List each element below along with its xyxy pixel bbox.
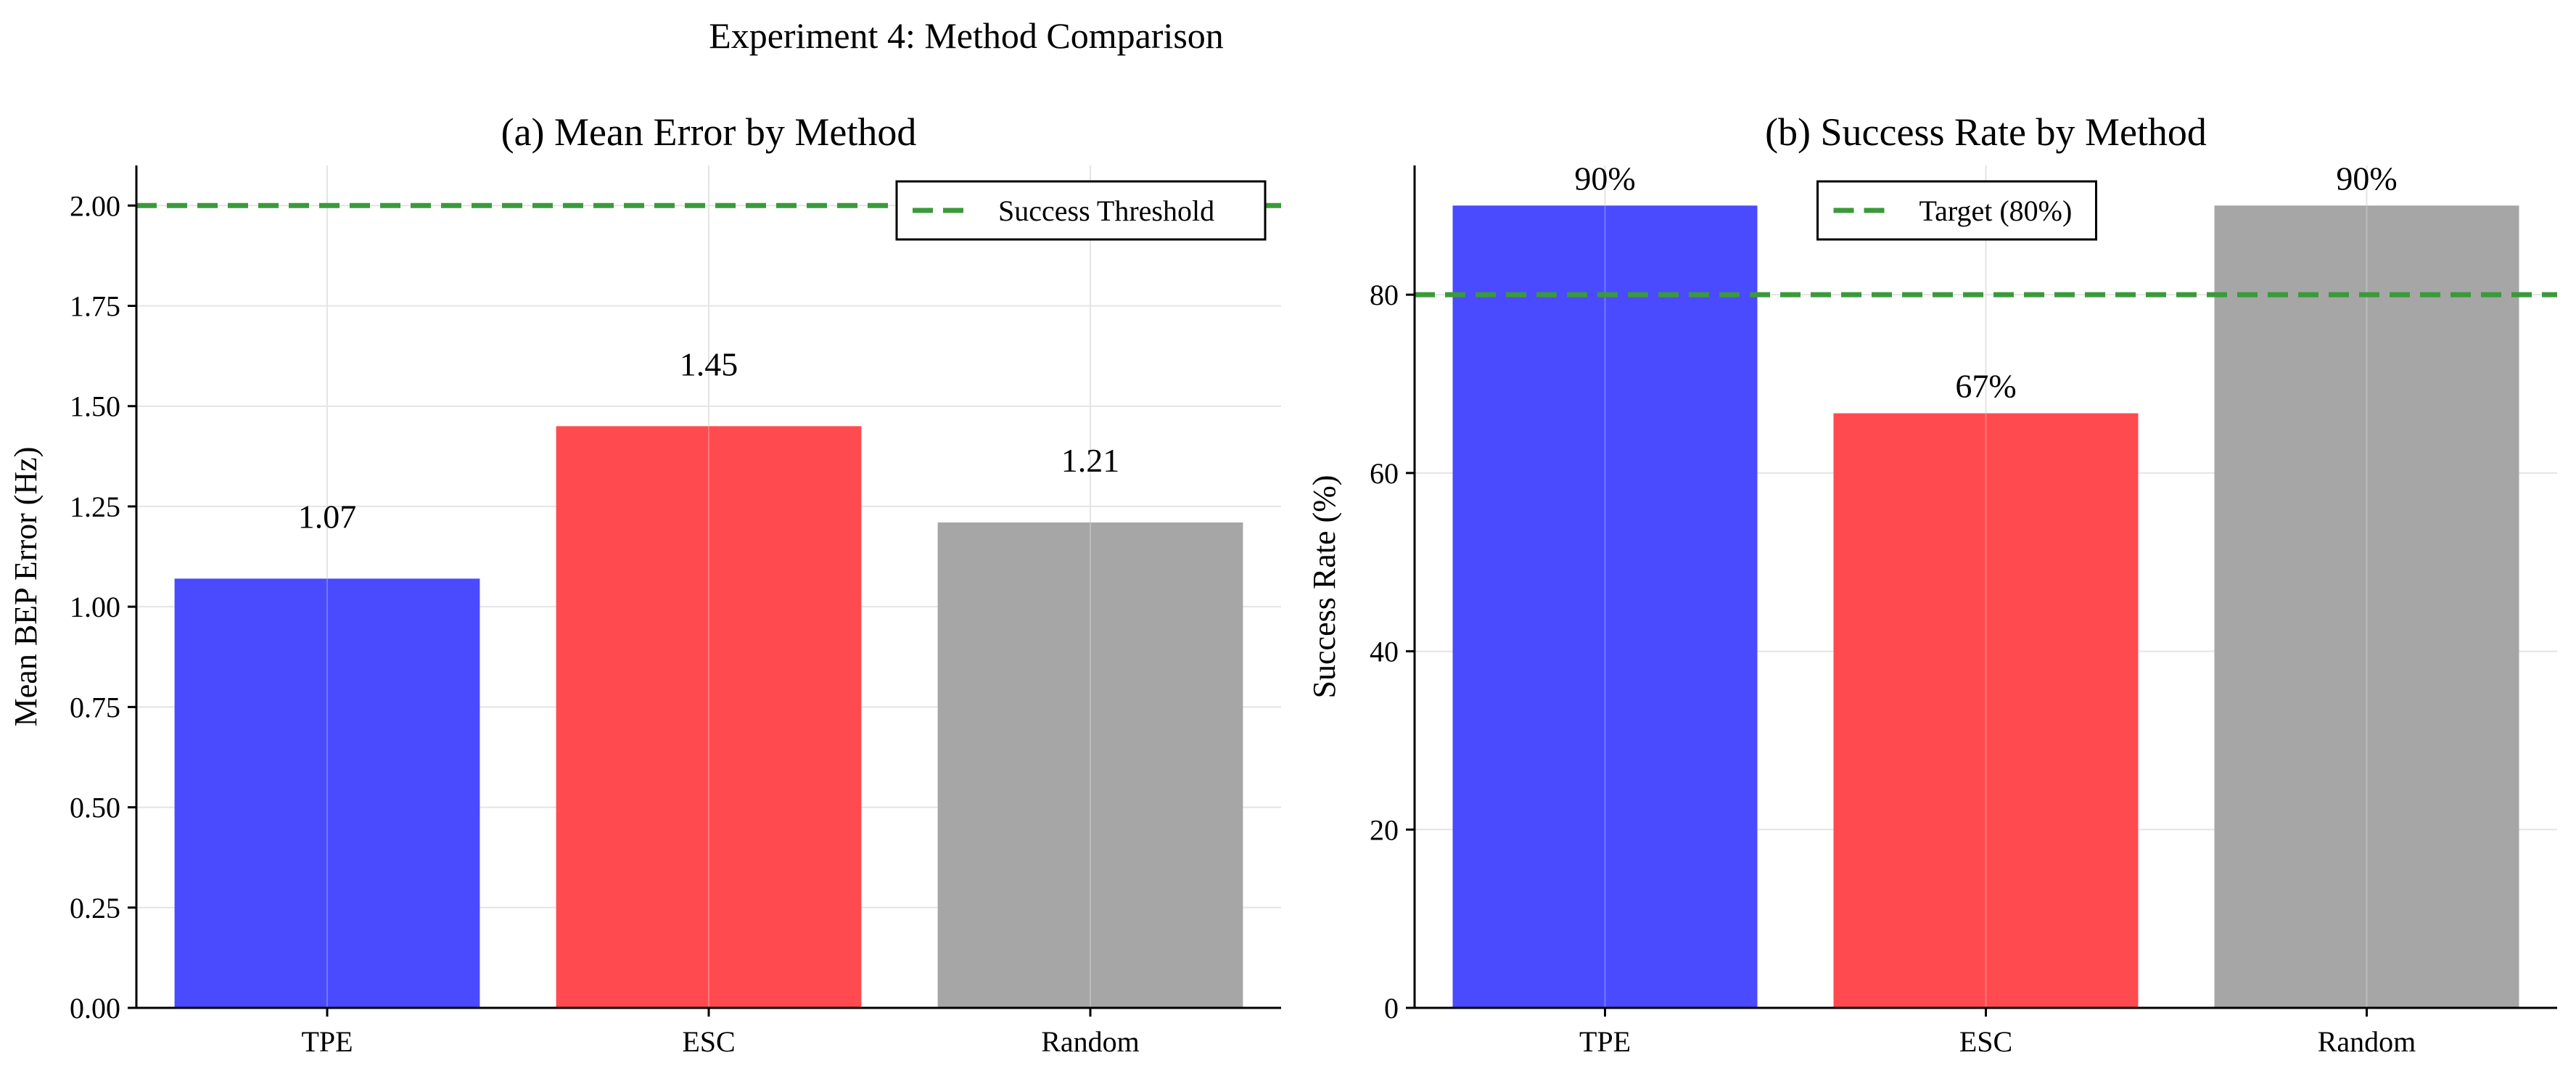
figure-suptitle: Experiment 4: Method Comparison [709, 15, 1224, 56]
x-tick-label: ESC [1959, 1025, 2012, 1058]
y-tick-label: 0.75 [70, 691, 120, 723]
y-tick-label: 0.50 [70, 792, 120, 824]
y-tick-label: 0.25 [70, 892, 120, 924]
legend: Target (80%) [1816, 180, 2097, 241]
bar-esc [1833, 413, 2139, 1008]
y-tick-label: 40 [1370, 636, 1399, 668]
legend: Success Threshold [895, 180, 1267, 241]
bar-random [937, 522, 1243, 1008]
y-tick-label: 2.00 [70, 189, 120, 222]
y-tick-label: 1.00 [70, 591, 120, 623]
y-tick-label: 1.25 [70, 491, 120, 523]
legend-label: Target (80%) [1919, 194, 2073, 227]
y-tick-label: 80 [1370, 279, 1399, 311]
data-label: 90% [2336, 160, 2397, 197]
x-tick-label: TPE [1579, 1025, 1631, 1058]
y-tick-label: 1.75 [70, 290, 120, 323]
bar-esc [556, 426, 862, 1008]
data-label: 90% [1574, 160, 1635, 197]
y-tick-label: 0 [1384, 992, 1399, 1025]
data-label: 1.07 [298, 498, 357, 535]
y-axis-label: Mean BEP Error (Hz) [8, 447, 44, 727]
bar-tpe [174, 578, 480, 1008]
panel-title: (b) Success Rate by Method [1765, 110, 2207, 154]
bar-tpe [1452, 205, 1758, 1009]
x-tick-label: Random [2318, 1025, 2416, 1058]
x-tick-label: TPE [301, 1025, 353, 1058]
panel-success-rate: 90% 67% 90% 0 20 40 60 80 TPE ESC Random (b) Succes… [1306, 110, 2557, 1058]
panel-mean-error: 1.07 1.45 1.21 0.00 0.25 0.50 0.75 1.00 1.25 1.50… [8, 110, 1281, 1058]
x-tick-label: ESC [682, 1025, 735, 1058]
y-tick-label: 1.50 [70, 390, 120, 423]
bar-random [2214, 205, 2519, 1009]
legend-label: Success Threshold [998, 194, 1214, 227]
data-label: 67% [1955, 368, 2016, 405]
y-tick-label: 60 [1370, 457, 1399, 490]
y-axis-label: Success Rate (%) [1306, 475, 1342, 699]
panel-title: (a) Mean Error by Method [501, 110, 917, 154]
x-tick-label: Random [1041, 1025, 1140, 1058]
data-label: 1.21 [1061, 442, 1120, 479]
y-tick-label: 20 [1370, 813, 1399, 846]
y-tick-label: 0.00 [70, 992, 120, 1025]
data-label: 1.45 [680, 345, 738, 382]
